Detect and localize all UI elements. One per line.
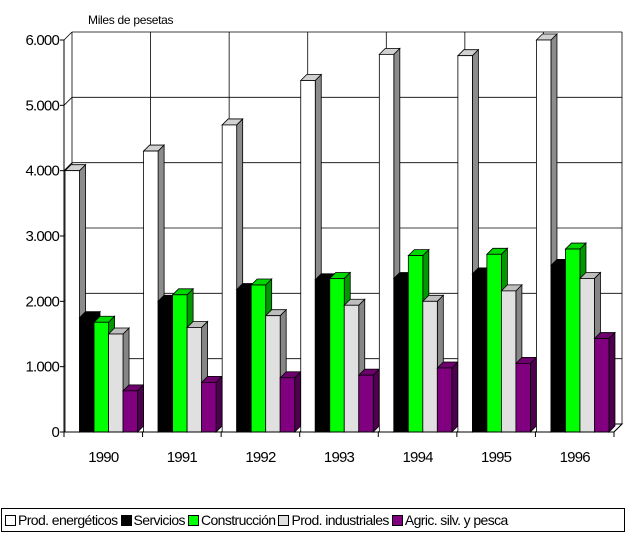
bar-front	[157, 300, 174, 433]
y-tick-label: 0	[51, 424, 59, 441]
y-unit-label: Miles de pesetas	[88, 13, 174, 27]
bar-front	[172, 294, 188, 433]
bar-front	[314, 279, 331, 433]
bar	[200, 375, 224, 433]
legend: Prod. energéticos Servicios Construcción Pr…	[1, 508, 625, 532]
bar-side	[294, 370, 302, 433]
legend-swatch	[187, 514, 199, 526]
bar-front	[201, 381, 217, 433]
bar-side	[137, 383, 144, 433]
bar-front	[329, 278, 345, 433]
legend-items: Prod. energéticos Servicios Construcción Pr…	[5, 512, 511, 528]
bar-front	[422, 300, 438, 433]
bar-front	[500, 290, 517, 433]
x-tick-label: 1993	[324, 449, 355, 466]
bar	[279, 370, 302, 433]
bar-side	[215, 375, 223, 433]
legend-label: Servicios	[133, 512, 186, 528]
bars	[64, 33, 616, 433]
y-tick-label: 5.000	[25, 97, 59, 114]
x-tick-label: 1995	[481, 449, 512, 466]
x-tick-label: 1991	[167, 449, 198, 466]
bar	[593, 331, 616, 433]
bar-front	[236, 289, 252, 433]
bar-front	[64, 170, 80, 433]
bar-front	[565, 248, 581, 433]
bar-front	[343, 304, 360, 433]
legend-label: Construcción	[200, 512, 276, 528]
bar-front	[300, 80, 316, 433]
bar-front	[407, 255, 424, 433]
x-tick-label: 1994	[402, 449, 433, 466]
legend-swatch	[391, 514, 403, 526]
legend-item: Prod. industriales	[278, 512, 389, 528]
bar-front	[550, 264, 566, 433]
bar-front	[378, 53, 395, 433]
x-tick-label: 1996	[560, 449, 591, 466]
bar-front	[93, 321, 109, 433]
bar-side	[451, 361, 459, 433]
bar-side	[608, 331, 616, 433]
bar	[514, 356, 538, 433]
bar-front	[265, 315, 281, 433]
bar	[436, 361, 459, 433]
bar-front	[579, 278, 595, 433]
gridline-wall	[63, 97, 73, 106]
legend-label: Prod. industriales	[291, 512, 389, 528]
floor-divider	[613, 423, 623, 433]
legend-item: Construcción	[187, 512, 276, 528]
bar-front	[515, 362, 531, 433]
bar	[122, 383, 145, 433]
bar-side	[529, 356, 537, 433]
bar-front	[536, 39, 552, 433]
x-tick-label: 1990	[88, 449, 119, 466]
bar-front	[108, 333, 124, 433]
bar-side	[372, 368, 380, 433]
legend-item: Servicios	[120, 512, 186, 528]
bar-front	[486, 253, 502, 433]
y-tick-label: 4.000	[25, 163, 59, 180]
y-tick-label: 1.000	[25, 359, 59, 376]
legend-swatch	[120, 514, 132, 526]
gridline-wall	[63, 31, 73, 41]
bar-front	[393, 278, 409, 433]
y-tick-label: 3.000	[25, 228, 59, 245]
legend-label: Prod. energéticos	[18, 512, 118, 528]
y-tick-label: 2.000	[25, 293, 59, 310]
bar-chart: 0 1.000 2.000 3.000 4.000 5.000 6.000 1990 1991 1…	[25, 13, 624, 466]
bar	[357, 368, 381, 433]
legend-item: Agric. silv. y pesca	[391, 512, 508, 528]
bar-front	[122, 390, 138, 433]
y-tick-label: 6.000	[25, 32, 59, 49]
x-tick-label: 1992	[245, 449, 276, 466]
bar-front	[436, 367, 453, 433]
axes: 0 1.000 2.000 3.000 4.000 5.000 6.000 1990 1991 1…	[25, 32, 615, 466]
bar-front	[594, 338, 610, 433]
bar-front	[358, 374, 374, 433]
bar-front	[279, 377, 296, 433]
bar-front	[471, 273, 488, 433]
bar-front	[250, 284, 267, 433]
bar-front	[221, 124, 238, 433]
bar-front	[79, 317, 95, 433]
bar-front	[457, 55, 473, 433]
bar-front	[143, 150, 159, 433]
gridline-wall	[63, 162, 73, 171]
legend-swatch	[278, 514, 290, 526]
bar-front	[186, 327, 203, 433]
legend-swatch	[5, 514, 16, 526]
legend-item: Prod. energéticos	[5, 512, 118, 528]
legend-label: Agric. silv. y pesca	[404, 512, 508, 528]
